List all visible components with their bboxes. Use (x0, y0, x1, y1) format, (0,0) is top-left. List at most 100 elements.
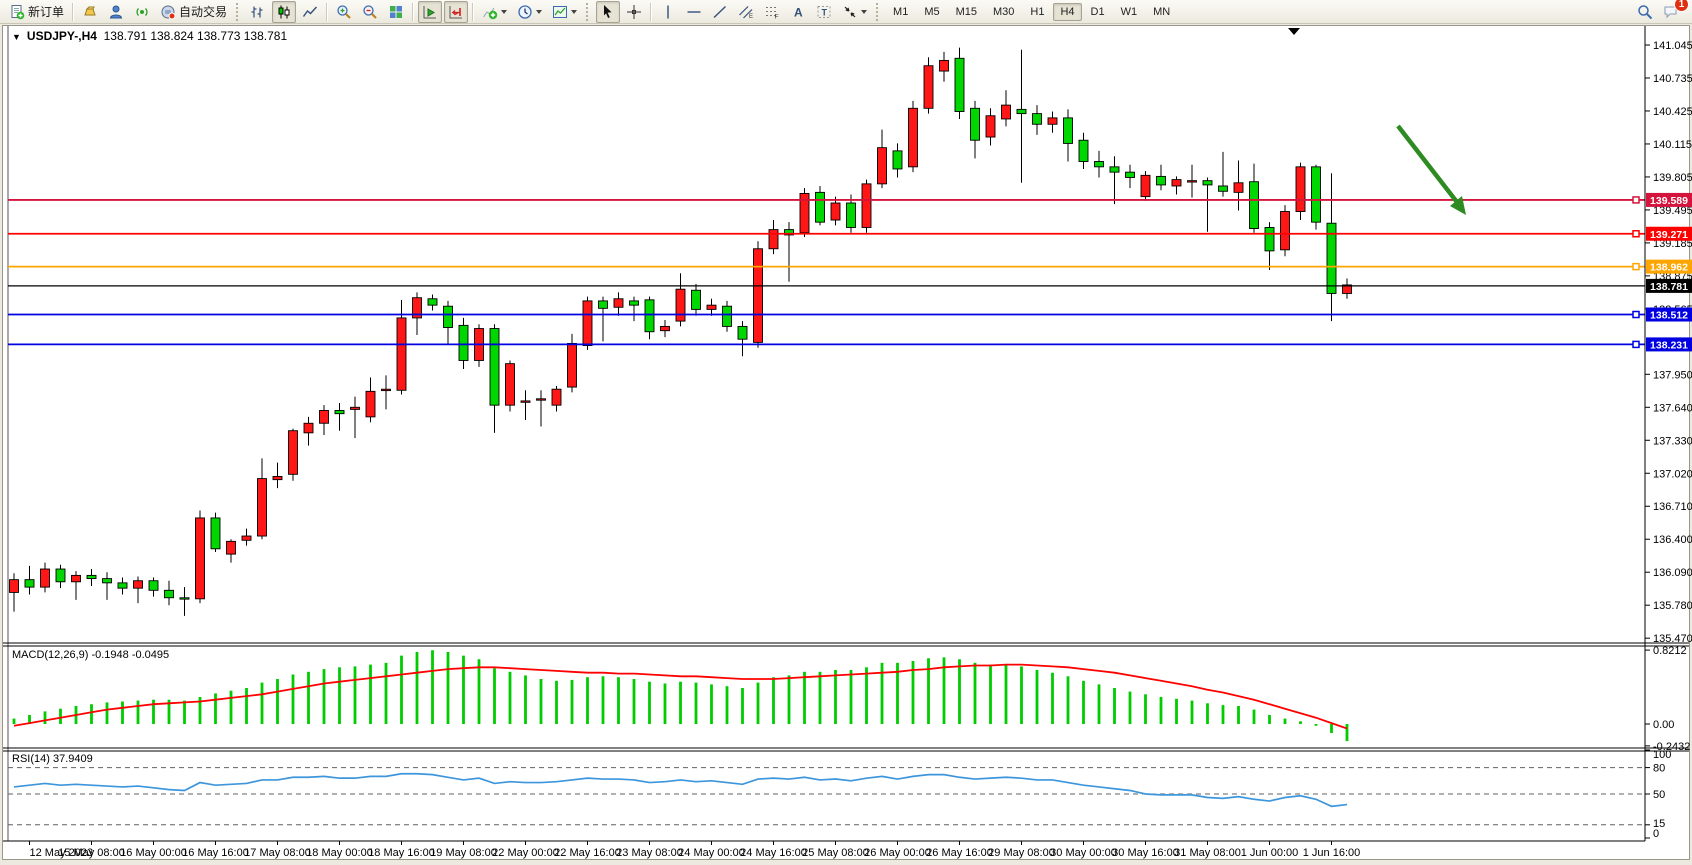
candle[interactable] (412, 297, 422, 319)
candle[interactable] (1078, 139, 1089, 162)
arrows-button[interactable] (838, 1, 871, 23)
candle[interactable] (179, 597, 190, 600)
candle[interactable] (86, 574, 97, 580)
candle-chart-mode-button[interactable] (272, 0, 297, 23)
chevron-down-icon[interactable] (861, 9, 868, 14)
candle[interactable] (551, 388, 562, 406)
trendline-button[interactable] (708, 1, 732, 23)
chart-menu-triangle-icon[interactable] (1288, 28, 1300, 35)
crosshair-button[interactable] (622, 1, 646, 23)
candle[interactable] (1032, 113, 1042, 125)
timeframe-D1[interactable]: D1 (1090, 5, 1105, 18)
candle[interactable] (892, 150, 903, 170)
candle[interactable] (846, 202, 856, 228)
chevron-down-icon[interactable] (501, 9, 508, 14)
candle[interactable] (443, 305, 453, 328)
candle[interactable] (1326, 222, 1337, 294)
candle[interactable] (644, 299, 655, 333)
candle[interactable] (505, 363, 515, 406)
candle[interactable] (350, 406, 360, 410)
candle[interactable] (1047, 117, 1058, 125)
line-chart-mode-button[interactable] (298, 1, 322, 23)
candle[interactable] (272, 476, 283, 481)
timeframe-H4[interactable]: H4 (1053, 2, 1082, 21)
candle[interactable] (1171, 179, 1182, 187)
candle[interactable] (303, 422, 314, 434)
candle[interactable] (55, 568, 66, 583)
line-handle[interactable] (1632, 340, 1640, 349)
candle[interactable] (520, 400, 531, 403)
candle[interactable] (737, 325, 748, 340)
candle[interactable] (629, 300, 639, 306)
candle[interactable] (753, 248, 763, 343)
candle[interactable] (985, 115, 996, 138)
candle[interactable] (24, 579, 35, 588)
candle[interactable] (334, 410, 345, 415)
candle[interactable] (427, 298, 438, 306)
search-button[interactable] (1633, 1, 1657, 23)
candle[interactable] (164, 589, 174, 599)
chart-canvas[interactable]: 141.045 140.735 140.425 140.115 139.805 139.4… (0, 24, 1692, 865)
candle[interactable] (1140, 174, 1151, 198)
candle[interactable] (489, 328, 500, 406)
line-handle[interactable] (1632, 196, 1640, 204)
candle[interactable] (675, 288, 686, 322)
price-axis[interactable]: 141.045 140.735 140.425 140.115 139.805 139.4… (1644, 26, 1692, 841)
new-order-button[interactable]: 新订单 (5, 1, 68, 23)
timeframe-H1[interactable]: H1 (1030, 5, 1045, 18)
line-handle[interactable] (1632, 230, 1640, 238)
candle[interactable] (815, 191, 825, 223)
candle[interactable] (133, 580, 143, 589)
timeframe-M1[interactable]: M1 (893, 5, 909, 18)
candle[interactable] (908, 107, 918, 168)
candle[interactable] (1063, 117, 1073, 144)
candle[interactable] (830, 202, 841, 221)
candle[interactable] (939, 59, 949, 72)
candle[interactable] (71, 574, 81, 583)
candle[interactable] (1094, 161, 1104, 168)
market-watch-button[interactable] (104, 1, 128, 23)
candle[interactable] (768, 229, 779, 250)
bar-chart-mode-button[interactable] (246, 1, 270, 23)
candle[interactable] (241, 535, 252, 541)
gold-bar-button[interactable] (78, 1, 102, 23)
candle[interactable] (9, 579, 19, 593)
timeframe-M15[interactable]: M15 (955, 5, 977, 18)
candle[interactable] (117, 582, 128, 589)
candle[interactable] (1109, 166, 1120, 173)
candle[interactable] (784, 229, 794, 236)
auto-scroll-button[interactable] (418, 0, 443, 23)
candle[interactable] (210, 517, 221, 550)
timeframe-M5[interactable]: M5 (924, 5, 940, 18)
chevron-down-icon[interactable] (536, 9, 543, 14)
candle[interactable] (1187, 180, 1197, 183)
candle[interactable] (691, 289, 701, 310)
candle[interactable] (861, 183, 872, 228)
candle[interactable] (1001, 104, 1011, 120)
candle[interactable] (1202, 180, 1213, 186)
candle[interactable] (970, 107, 980, 141)
chat-button[interactable]: 1 (1659, 0, 1689, 23)
timeframe-W1[interactable]: W1 (1120, 5, 1138, 18)
candle[interactable] (40, 568, 50, 588)
chevron-down-icon[interactable] (571, 9, 578, 14)
candle[interactable] (396, 317, 407, 391)
candle[interactable] (257, 478, 267, 537)
candle[interactable] (365, 390, 376, 418)
candle[interactable] (877, 147, 887, 185)
candle[interactable] (319, 410, 329, 424)
horizontal-line-button[interactable] (682, 1, 706, 23)
candle[interactable] (1342, 284, 1352, 294)
candle[interactable] (1280, 211, 1290, 251)
candle[interactable] (226, 540, 236, 555)
candle[interactable] (195, 517, 205, 600)
zoom-out-button[interactable] (358, 1, 382, 23)
candle[interactable] (1016, 108, 1027, 115)
candle[interactable] (536, 398, 546, 401)
timeframe-M30[interactable]: M30 (993, 5, 1015, 18)
candle[interactable] (660, 325, 670, 332)
candle[interactable] (799, 192, 810, 234)
fibonacci-button[interactable]: F (760, 1, 784, 23)
candle[interactable] (613, 298, 624, 308)
